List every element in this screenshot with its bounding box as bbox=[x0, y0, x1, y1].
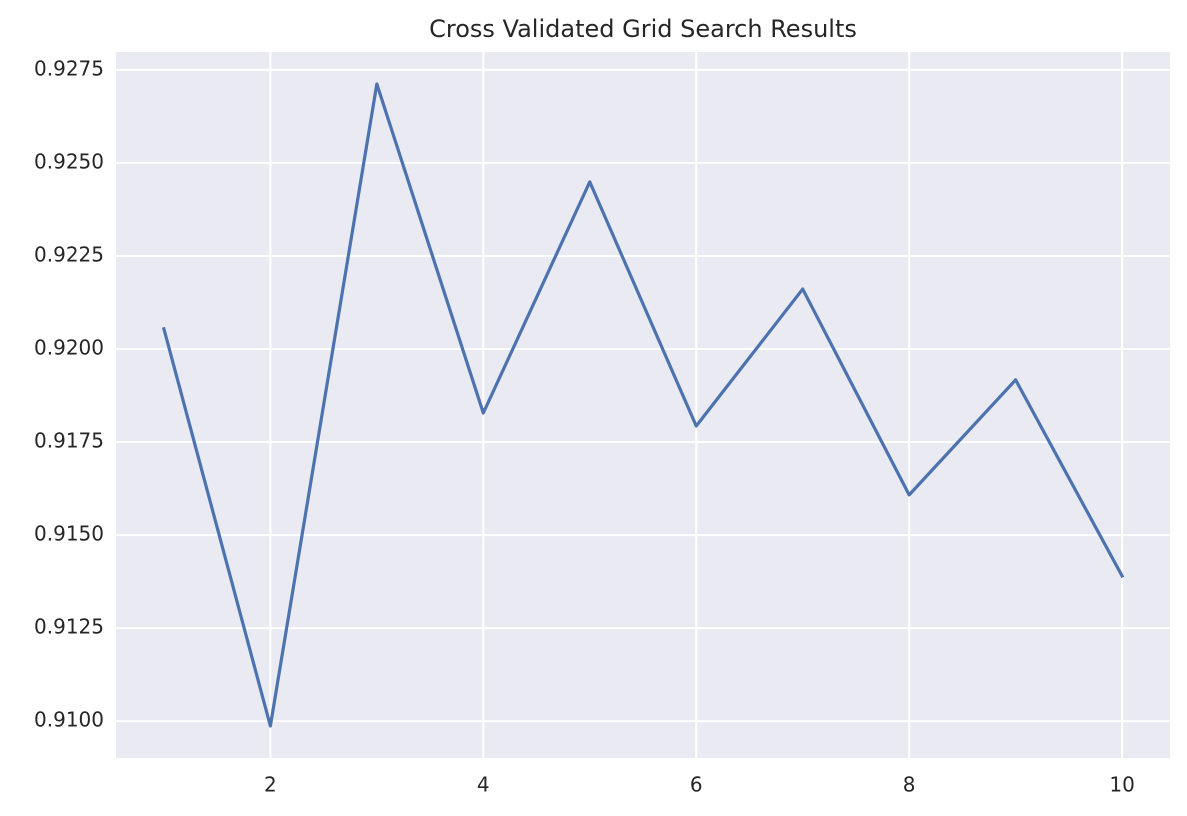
y-tick-label: 0.9225 bbox=[34, 242, 104, 266]
x-tick-label: 8 bbox=[903, 773, 916, 797]
x-tick-label: 6 bbox=[690, 773, 703, 797]
y-tick-label: 0.9250 bbox=[34, 149, 104, 173]
y-tick-label: 0.9200 bbox=[34, 335, 104, 359]
chart-title: Cross Validated Grid Search Results bbox=[429, 15, 857, 43]
plot-area bbox=[116, 52, 1170, 758]
x-tick-label: 2 bbox=[264, 773, 277, 797]
y-tick-label: 0.9125 bbox=[34, 615, 104, 639]
line bbox=[161, 82, 1125, 728]
y-tick-label: 0.9100 bbox=[34, 708, 104, 732]
x-tick-label: 4 bbox=[477, 773, 490, 797]
y-tick-label: 0.9175 bbox=[34, 429, 104, 453]
y-tick-label: 0.9275 bbox=[34, 56, 104, 80]
y-tick-label: 0.9150 bbox=[34, 522, 104, 546]
x-tick-label: 10 bbox=[1109, 773, 1134, 797]
